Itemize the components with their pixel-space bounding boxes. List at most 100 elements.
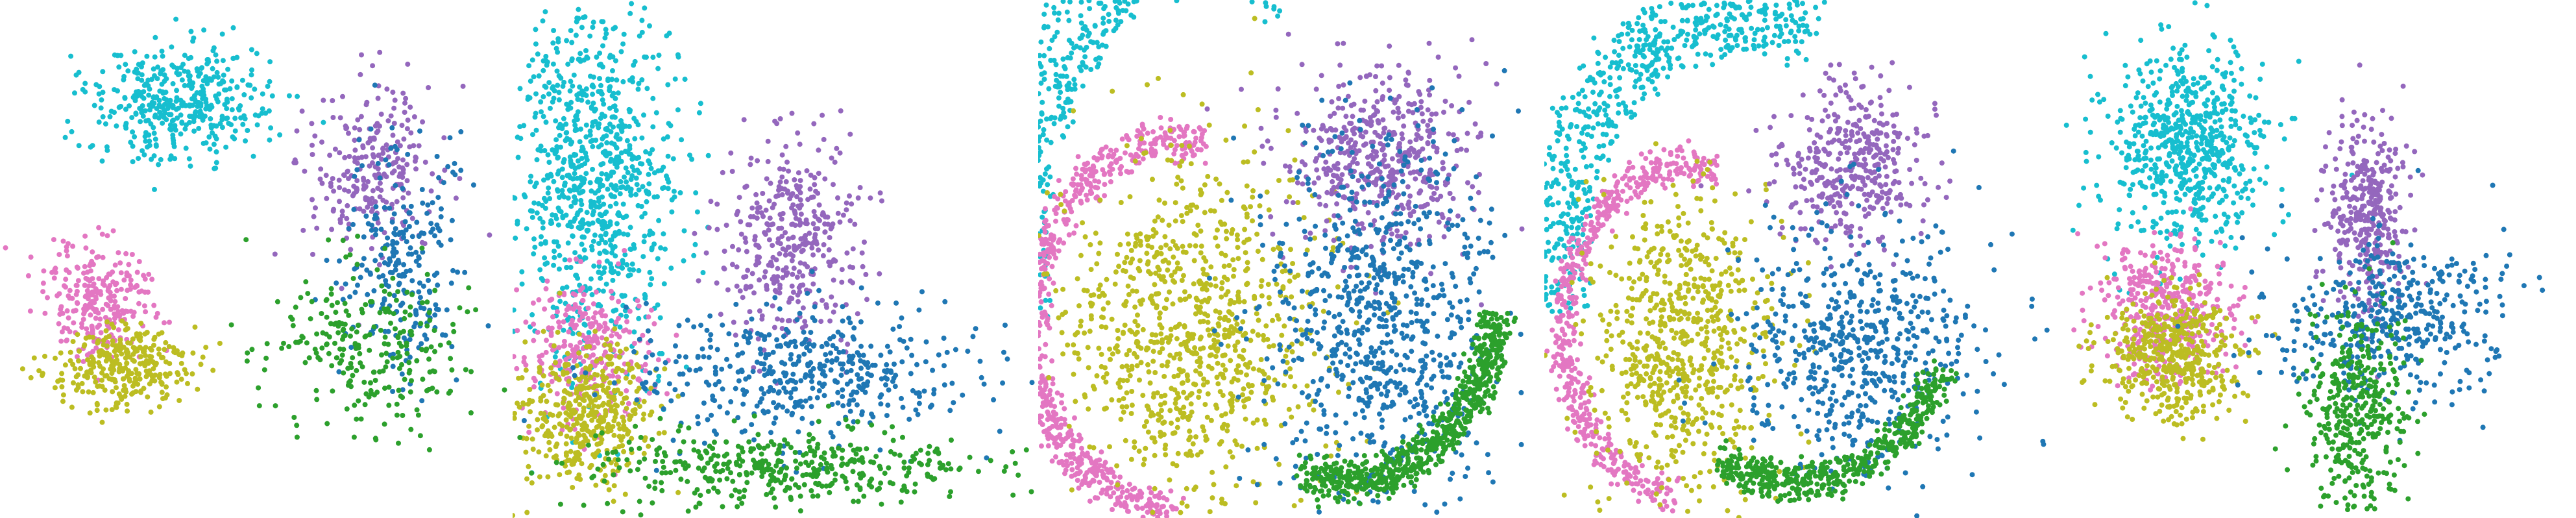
scatter-point	[648, 412, 653, 418]
scatter-point	[389, 219, 395, 225]
scatter-point	[1038, 80, 1044, 86]
scatter-point	[723, 439, 729, 445]
scatter-point	[783, 389, 789, 395]
scatter-point	[620, 414, 626, 420]
scatter-point	[948, 466, 954, 472]
scatter-point	[1065, 87, 1071, 93]
scatter-point	[927, 443, 932, 449]
scatter-point	[341, 327, 346, 332]
scatter-point	[784, 441, 790, 447]
scatter-point	[731, 319, 736, 325]
scatter-point	[614, 341, 620, 347]
scatter-point	[1052, 10, 1057, 16]
scatter-point	[186, 73, 191, 79]
scatter-point	[663, 470, 669, 476]
scatter-point	[149, 347, 154, 353]
scatter-point	[636, 154, 642, 160]
scatter-point	[784, 379, 790, 385]
scatter-point	[1082, 24, 1088, 30]
scatter-point	[115, 88, 120, 93]
scatter-point	[593, 289, 599, 295]
scatter-point	[584, 210, 590, 216]
scatter-point	[114, 288, 120, 293]
scatter-point	[356, 323, 361, 328]
scatter-point	[931, 387, 937, 393]
scatter-point	[828, 350, 833, 356]
scatter-point	[422, 332, 428, 338]
scatter-point	[561, 395, 567, 401]
scatter-point	[653, 366, 659, 372]
scatter-point	[458, 167, 464, 173]
scatter-point	[149, 277, 155, 282]
scatter-point	[546, 91, 552, 97]
scatter-point	[1147, 485, 1152, 491]
scatter-point	[130, 159, 136, 165]
scatter-point	[397, 171, 403, 177]
scatter-point	[104, 147, 110, 153]
scatter-point	[420, 376, 426, 382]
scatter-point	[546, 160, 552, 165]
scatter-point	[444, 307, 450, 313]
scatter-point	[556, 90, 562, 95]
scatter-point	[1084, 45, 1089, 50]
scatter-point	[40, 280, 46, 286]
scatter-point	[293, 304, 298, 310]
scatter-point	[337, 199, 342, 204]
scatter-point	[286, 344, 292, 349]
scatter-point	[559, 175, 565, 180]
scatter-point	[832, 159, 838, 165]
scatter-point	[374, 267, 380, 273]
scatter-point	[798, 203, 804, 208]
scatter-point	[396, 388, 402, 393]
scatter-point	[348, 365, 354, 371]
scatter-point	[215, 99, 221, 105]
scatter-point	[733, 386, 738, 391]
scatter-point	[369, 227, 374, 233]
scatter-point	[882, 471, 888, 476]
scatter-point	[382, 204, 387, 210]
scatter-point	[838, 337, 844, 343]
scatter-point	[358, 71, 363, 77]
scatter-point	[598, 82, 603, 88]
scatter-point	[628, 151, 634, 157]
scatter-point	[350, 221, 356, 227]
scatter-point	[608, 288, 614, 294]
scatter-point	[803, 233, 808, 238]
scatter-point	[797, 197, 803, 203]
scatter-point	[734, 212, 740, 217]
scatter-point	[93, 287, 99, 293]
scatter-point	[81, 310, 87, 315]
scatter-point	[589, 123, 595, 129]
scatter-point	[624, 346, 629, 352]
scatter-point	[600, 149, 606, 155]
scatter-point	[286, 93, 292, 99]
scatter-point	[578, 415, 584, 421]
scatter-point	[229, 78, 235, 84]
scatter-point	[613, 58, 618, 64]
scatter-point	[656, 430, 662, 436]
scatter-point	[652, 479, 658, 485]
scatter-point	[711, 428, 717, 434]
scatter-point	[419, 347, 424, 352]
scatter-point	[739, 369, 745, 375]
scatter-point	[611, 380, 617, 386]
scatter-point	[611, 472, 616, 478]
scatter-point	[804, 345, 810, 351]
scatter-point	[399, 362, 404, 367]
scatter-point	[571, 358, 577, 364]
scatter-point	[162, 101, 167, 107]
scatter-point	[554, 144, 560, 150]
scatter-point	[112, 262, 118, 268]
scatter-point	[117, 365, 123, 371]
scatter-point	[763, 352, 769, 358]
scatter-point	[671, 188, 677, 194]
scatter-point	[549, 297, 555, 302]
scatter-point	[596, 269, 601, 275]
scatter-point	[220, 58, 226, 64]
scatter-point	[814, 474, 820, 479]
scatter-point	[584, 157, 590, 163]
scatter-point	[857, 485, 863, 491]
scatter-point	[951, 400, 956, 406]
scatter-point	[390, 132, 396, 138]
scatter-point	[639, 29, 645, 35]
